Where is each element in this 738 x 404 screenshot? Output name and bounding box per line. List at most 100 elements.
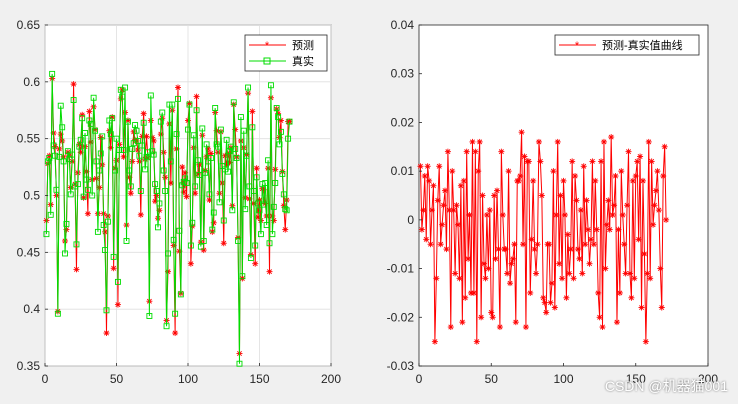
y-tick-label: -0.02 [387, 310, 415, 324]
data-point [146, 313, 153, 319]
data-point [185, 126, 191, 133]
data-point [86, 108, 93, 115]
data-point [641, 250, 648, 257]
data-point [53, 186, 60, 193]
data-point [172, 330, 179, 337]
data-point [476, 138, 483, 145]
data-point [527, 289, 534, 296]
data-point [615, 226, 622, 233]
data-point [550, 168, 557, 175]
data-point [286, 118, 293, 125]
data-point [129, 145, 136, 152]
data-point [512, 319, 519, 326]
data-point [520, 241, 527, 248]
data-point [270, 203, 277, 210]
data-point [62, 250, 68, 257]
data-point [80, 193, 87, 200]
data-point [535, 138, 542, 145]
data-point [489, 314, 496, 321]
data-point [499, 211, 506, 218]
data-point [470, 289, 477, 296]
data-point [193, 107, 200, 114]
x-tick-label: 200 [698, 372, 718, 386]
data-point [253, 174, 260, 181]
data-point [657, 265, 664, 272]
data-point [650, 221, 657, 228]
data-point [216, 199, 223, 206]
data-point [453, 202, 460, 209]
data-point [173, 131, 180, 138]
data-point [566, 270, 573, 277]
left-legend-box [244, 34, 328, 72]
data-point [110, 253, 117, 260]
data-point [230, 99, 237, 106]
y-tick-label: 0.5 [23, 189, 40, 203]
data-point [92, 127, 99, 134]
left-y-tick-labels: 0.35 0.4 0.45 0.5 0.55 0.6 0.65 [17, 18, 48, 373]
data-point [212, 105, 219, 111]
data-point [639, 177, 646, 184]
data-point [43, 231, 50, 238]
data-point [269, 231, 276, 238]
data-point [423, 236, 430, 243]
data-point [460, 177, 467, 184]
data-point [495, 246, 502, 253]
data-point [187, 260, 194, 267]
data-point [172, 310, 179, 317]
data-point [574, 246, 581, 253]
data-point [167, 158, 174, 165]
data-point [418, 226, 425, 233]
data-point [456, 275, 463, 282]
legend-label-diff: 预测-真实值曲线 [602, 38, 683, 52]
left-series [43, 70, 293, 367]
data-point [235, 238, 242, 244]
data-point [463, 148, 470, 155]
data-point [236, 360, 243, 367]
data-point [57, 102, 64, 109]
data-point [189, 219, 196, 226]
data-point [67, 191, 74, 198]
legend-label-pred: 预测 [292, 39, 314, 52]
data-point [250, 188, 257, 194]
data-point [638, 304, 645, 311]
data-point [583, 197, 590, 204]
data-point [170, 236, 177, 243]
data-point [430, 182, 437, 189]
data-point [79, 115, 86, 122]
data-point [110, 265, 117, 272]
data-point [439, 221, 446, 228]
y-tick-label: 0.4 [23, 302, 40, 316]
data-point [587, 236, 594, 243]
data-point [505, 168, 512, 175]
data-point [197, 243, 204, 250]
data-point [107, 131, 114, 138]
data-point [192, 183, 199, 190]
data-point [437, 241, 444, 248]
data-point [113, 135, 120, 142]
data-point [99, 133, 106, 140]
data-point [621, 241, 628, 248]
data-point [508, 260, 515, 267]
data-point [572, 173, 579, 180]
data-point [183, 180, 190, 186]
data-point [186, 101, 193, 108]
data-point [59, 124, 66, 131]
legend-marker-diff: * [575, 40, 580, 52]
data-point [60, 158, 67, 165]
data-point [655, 207, 662, 214]
data-point [63, 220, 70, 227]
data-point [642, 338, 649, 345]
watermark: CSDN @机器猫001 [604, 378, 728, 394]
data-point [162, 188, 169, 194]
data-point [466, 211, 473, 218]
data-point [434, 197, 441, 204]
data-point [608, 134, 615, 141]
data-point [83, 176, 90, 183]
data-point [270, 217, 277, 224]
data-point [596, 314, 603, 321]
data-point [624, 202, 631, 209]
data-point [52, 152, 58, 159]
data-point [442, 187, 449, 194]
data-point [553, 211, 560, 218]
data-point [543, 309, 550, 316]
